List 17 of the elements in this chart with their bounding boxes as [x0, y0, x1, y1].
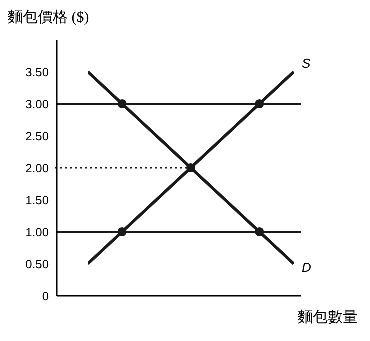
- text: D: [302, 260, 312, 275]
- point: [255, 227, 264, 237]
- y-tick-label: 0.50: [26, 257, 50, 272]
- y-axis-title: 麵包價格 ($): [8, 8, 90, 27]
- point: [118, 227, 127, 237]
- point: [118, 99, 127, 109]
- y-tick-label: 3.00: [26, 97, 50, 112]
- y-tick-label: 1.00: [26, 225, 50, 240]
- y-tick-label: 0: [42, 289, 50, 304]
- point: [186, 163, 196, 173]
- point: [255, 99, 264, 109]
- y-tick-label: 3.50: [26, 65, 50, 80]
- y-tick-label: 2.50: [26, 129, 50, 144]
- y-tick-label: 2.00: [26, 161, 50, 176]
- text: S: [302, 56, 311, 71]
- x-axis-title: 麵包數量: [298, 308, 358, 327]
- y-tick-label: 1.50: [26, 193, 50, 208]
